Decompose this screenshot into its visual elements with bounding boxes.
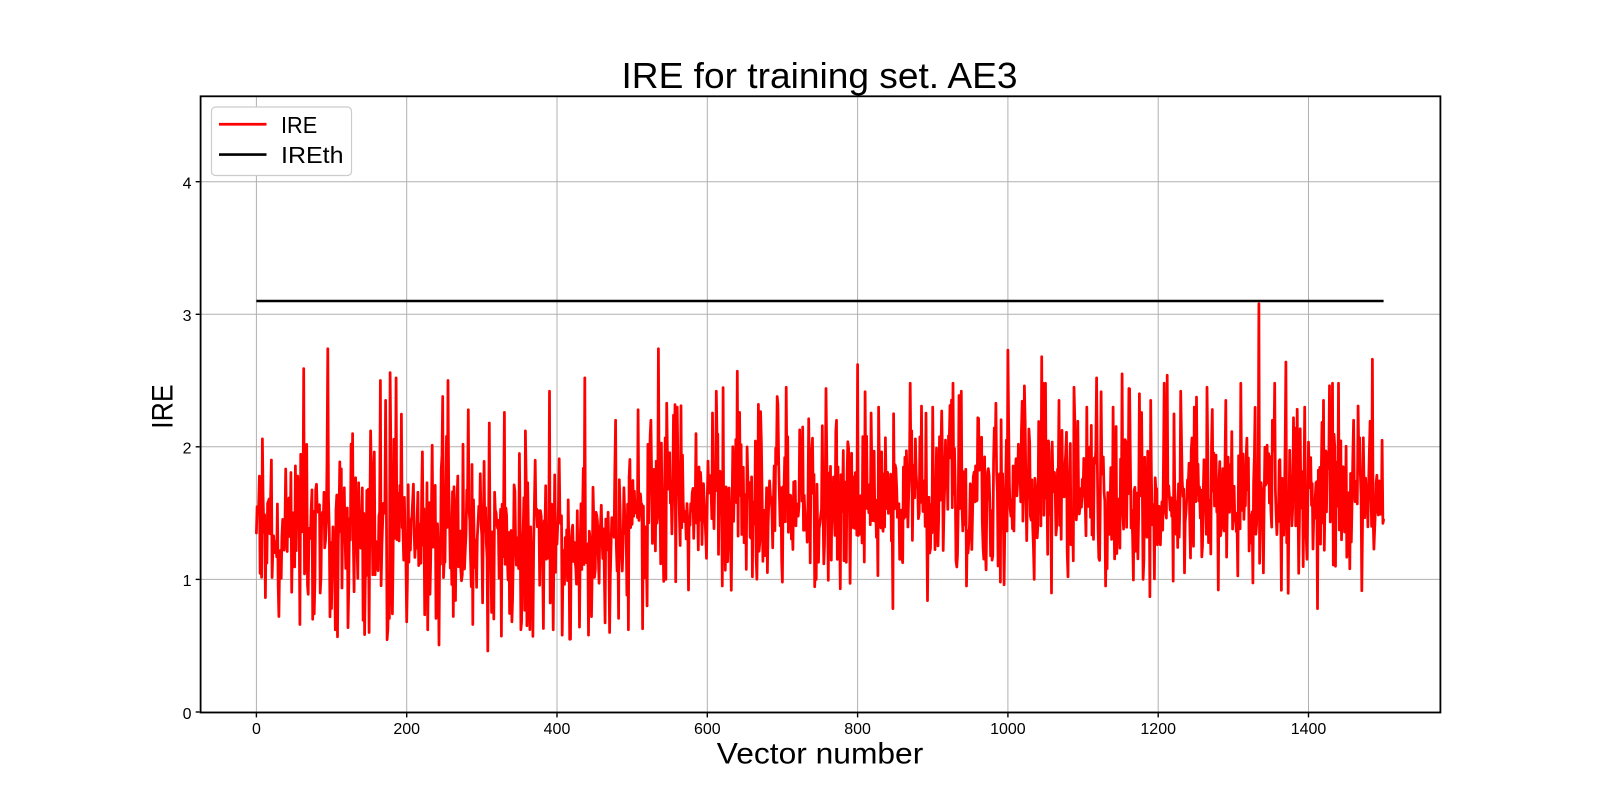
svg-text:0: 0 [252, 721, 261, 738]
svg-text:3: 3 [183, 308, 192, 325]
svg-text:800: 800 [844, 721, 871, 738]
svg-text:1400: 1400 [1291, 721, 1327, 738]
svg-text:1000: 1000 [990, 721, 1026, 738]
svg-text:IRE: IRE [146, 384, 179, 429]
svg-text:0: 0 [183, 706, 192, 723]
svg-text:2: 2 [183, 441, 192, 458]
svg-text:400: 400 [544, 721, 571, 738]
svg-text:4: 4 [183, 176, 192, 193]
svg-text:Vector number: Vector number [717, 738, 924, 771]
svg-text:IREth: IREth [281, 142, 344, 168]
svg-text:1: 1 [183, 573, 192, 590]
svg-text:200: 200 [393, 721, 420, 738]
svg-text:600: 600 [694, 721, 721, 738]
svg-text:1200: 1200 [1140, 721, 1176, 738]
svg-text:IRE for training set. AE3: IRE for training set. AE3 [622, 55, 1018, 96]
svg-text:IRE: IRE [281, 112, 317, 138]
